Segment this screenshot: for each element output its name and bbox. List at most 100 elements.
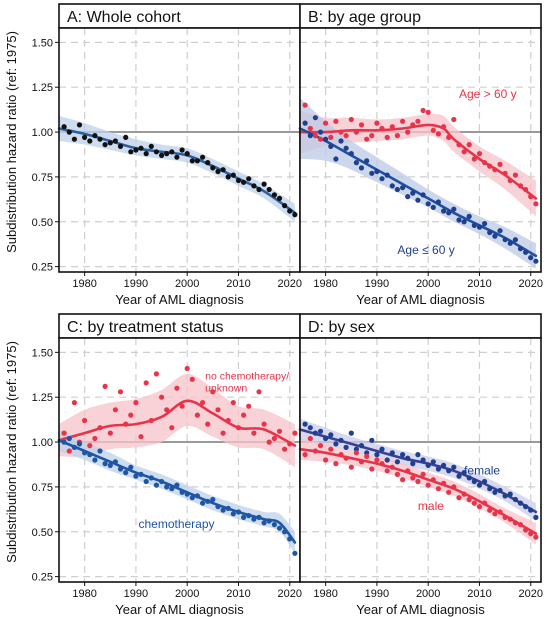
data-point bbox=[523, 504, 529, 510]
series-label-1: chemotherapy bbox=[138, 517, 214, 531]
data-point bbox=[497, 228, 503, 234]
data-point bbox=[471, 478, 477, 485]
data-point bbox=[210, 165, 216, 171]
x-axis-label: Year of AML diagnosis bbox=[356, 292, 485, 307]
data-point bbox=[169, 149, 175, 155]
data-point bbox=[476, 151, 483, 157]
data-point bbox=[323, 120, 329, 126]
data-point bbox=[220, 430, 226, 436]
data-point bbox=[405, 194, 411, 200]
data-point bbox=[353, 446, 359, 452]
x-tick-label: 2000 bbox=[416, 588, 440, 600]
data-point bbox=[312, 115, 318, 121]
data-point bbox=[476, 482, 483, 488]
data-point bbox=[87, 138, 93, 144]
data-point bbox=[194, 493, 200, 499]
data-point bbox=[394, 133, 400, 139]
data-point bbox=[107, 462, 113, 468]
data-point bbox=[358, 165, 365, 171]
data-point bbox=[230, 511, 236, 517]
data-point bbox=[210, 389, 216, 395]
data-point bbox=[410, 475, 416, 481]
data-point bbox=[358, 443, 365, 449]
data-point bbox=[282, 203, 288, 209]
data-point bbox=[333, 441, 339, 447]
data-point bbox=[328, 143, 334, 149]
data-point bbox=[410, 122, 416, 128]
data-point bbox=[159, 152, 165, 158]
data-point bbox=[102, 383, 108, 389]
x-tick-label: 1990 bbox=[124, 278, 148, 290]
data-point bbox=[225, 174, 231, 180]
data-point bbox=[271, 522, 277, 528]
data-point bbox=[323, 435, 329, 442]
data-point bbox=[492, 489, 498, 495]
x-axis-label: Year of AML diagnosis bbox=[115, 602, 244, 617]
data-point bbox=[487, 163, 493, 169]
data-point bbox=[266, 518, 272, 524]
data-point bbox=[435, 131, 441, 137]
y-tick-label: 1.25 bbox=[32, 392, 53, 404]
data-point bbox=[251, 183, 257, 189]
data-point bbox=[112, 138, 118, 144]
data-point bbox=[87, 443, 93, 449]
data-point bbox=[317, 443, 324, 449]
data-point bbox=[307, 133, 313, 139]
data-point bbox=[261, 421, 267, 427]
data-point bbox=[271, 192, 277, 198]
data-point bbox=[312, 448, 318, 454]
data-point bbox=[302, 102, 308, 108]
data-point bbox=[374, 168, 380, 175]
data-point bbox=[353, 160, 359, 166]
data-point bbox=[497, 487, 503, 494]
confidence-band-0 bbox=[300, 418, 536, 521]
confidence-band-0 bbox=[59, 373, 295, 468]
data-point bbox=[276, 428, 283, 434]
data-point bbox=[261, 181, 267, 187]
data-point bbox=[235, 177, 242, 184]
data-point bbox=[400, 185, 406, 191]
data-point bbox=[528, 507, 534, 513]
x-tick-label: 2010 bbox=[226, 278, 250, 290]
data-point bbox=[507, 516, 513, 522]
y-tick-label: 1.50 bbox=[32, 37, 53, 49]
data-point bbox=[405, 468, 411, 474]
data-point bbox=[425, 109, 431, 115]
data-point bbox=[517, 522, 524, 528]
data-point bbox=[528, 194, 534, 200]
data-point bbox=[487, 229, 493, 236]
data-point bbox=[307, 425, 313, 431]
data-point bbox=[317, 129, 324, 135]
data-point bbox=[241, 412, 247, 418]
data-point bbox=[215, 407, 221, 413]
data-point bbox=[476, 504, 483, 510]
x-axis-label: Year of AML diagnosis bbox=[356, 602, 485, 617]
data-point bbox=[200, 500, 206, 506]
data-point bbox=[302, 452, 308, 458]
data-point bbox=[317, 136, 324, 142]
x-tick-label: 1980 bbox=[313, 588, 337, 600]
data-point bbox=[333, 118, 339, 124]
data-point bbox=[348, 116, 354, 123]
x-tick-label: 1980 bbox=[72, 588, 96, 600]
data-point bbox=[128, 464, 134, 470]
data-point bbox=[97, 425, 103, 431]
data-point bbox=[97, 448, 103, 454]
data-point bbox=[179, 489, 185, 495]
data-point bbox=[389, 450, 395, 456]
data-point bbox=[194, 158, 200, 164]
panel-title: A: Whole cohort bbox=[67, 9, 181, 26]
data-point bbox=[512, 237, 519, 243]
data-point bbox=[66, 129, 72, 135]
data-point bbox=[364, 136, 370, 142]
data-point bbox=[87, 452, 93, 458]
series-label-0: female bbox=[464, 463, 500, 477]
data-point bbox=[225, 505, 231, 511]
data-point bbox=[200, 400, 206, 406]
confidence-band-1 bbox=[300, 98, 536, 269]
data-point bbox=[379, 446, 385, 452]
data-point bbox=[153, 371, 159, 377]
data-point bbox=[502, 170, 508, 176]
data-point bbox=[138, 471, 144, 477]
data-point bbox=[435, 466, 441, 472]
